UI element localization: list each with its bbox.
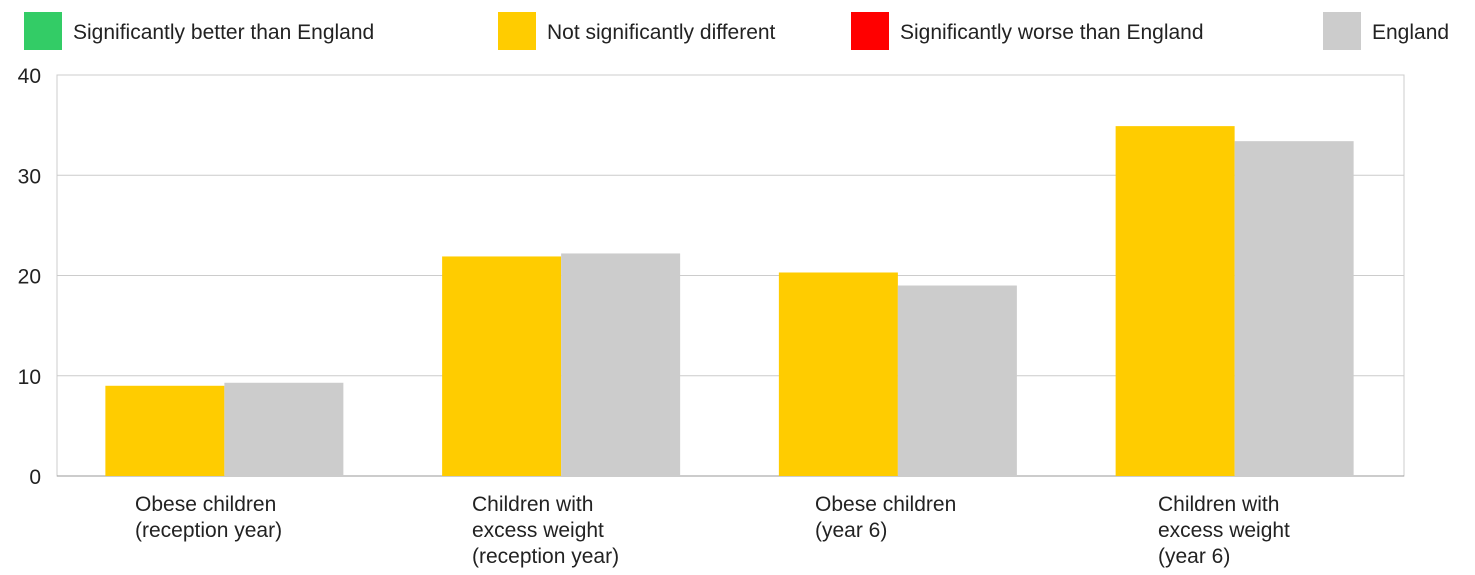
x-tick-label: Children with excess weight (year 6) (1158, 493, 1290, 568)
legend-item: Significantly better than England (24, 12, 374, 50)
y-axis: 0 10 20 30 40 (18, 65, 41, 489)
legend-swatch (498, 12, 536, 50)
x-tick-label: Children with excess weight (reception yea… (472, 493, 619, 568)
legend-swatch (1323, 12, 1361, 50)
bar (224, 382, 344, 476)
bar (897, 285, 1017, 476)
bar (442, 256, 562, 476)
bar (105, 385, 225, 476)
legend-swatch (24, 12, 62, 50)
legend-label: England (1372, 21, 1449, 44)
y-tick-label: 10 (18, 366, 41, 389)
y-tick-label: 0 (29, 466, 41, 489)
x-axis: Obese children (reception year) Children w… (135, 493, 1290, 568)
y-tick-label: 20 (18, 266, 41, 289)
legend-item: England (1323, 12, 1449, 50)
bar (561, 253, 681, 476)
legend-item: Not significantly different (498, 12, 776, 50)
legend-label: Significantly better than England (73, 21, 374, 44)
legend-label: Not significantly different (547, 21, 776, 44)
y-tick-label: 40 (18, 65, 41, 88)
x-tick-label: Obese children (reception year) (135, 493, 282, 542)
legend: Significantly better than England Not sig… (24, 12, 1449, 50)
bar (1115, 126, 1235, 476)
y-tick-label: 30 (18, 165, 41, 188)
legend-label: Significantly worse than England (900, 21, 1204, 44)
legend-item: Significantly worse than England (851, 12, 1204, 50)
legend-swatch (851, 12, 889, 50)
bar (1234, 141, 1354, 477)
x-tick-label: Obese children (year 6) (815, 493, 956, 542)
bar (778, 272, 898, 476)
bars (105, 126, 1354, 477)
